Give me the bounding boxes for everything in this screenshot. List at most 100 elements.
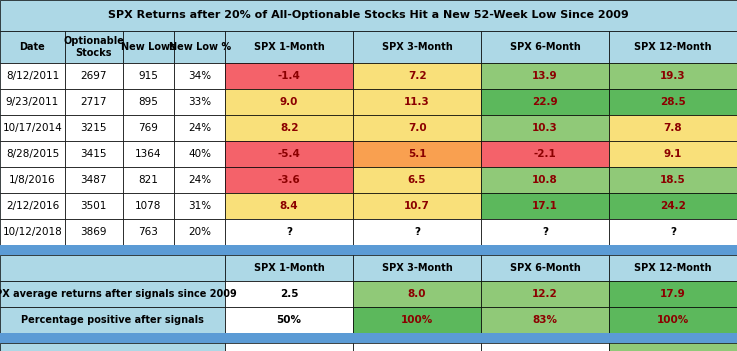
Bar	[174, 89, 226, 115]
Bar	[609, 167, 737, 193]
Text: SPX 6-Month: SPX 6-Month	[510, 42, 581, 52]
Bar	[226, 115, 353, 141]
Bar	[353, 219, 481, 245]
Bar	[226, 89, 353, 115]
Bar	[0, 281, 226, 307]
Text: ?: ?	[670, 227, 676, 237]
Text: 1364: 1364	[135, 149, 161, 159]
Bar	[65, 219, 123, 245]
Bar	[226, 31, 353, 63]
Bar	[0, 333, 737, 343]
Bar	[226, 193, 353, 219]
Bar	[226, 307, 353, 333]
Bar	[481, 115, 609, 141]
Bar	[0, 219, 65, 245]
Text: 7.8: 7.8	[664, 123, 682, 133]
Text: 33%: 33%	[188, 97, 212, 107]
Bar	[226, 141, 353, 167]
Bar	[353, 281, 481, 307]
Text: 2717: 2717	[80, 97, 107, 107]
Text: SPX 1-Month: SPX 1-Month	[254, 42, 324, 52]
Text: 769: 769	[139, 123, 158, 133]
Bar	[65, 63, 123, 89]
Text: 821: 821	[139, 175, 158, 185]
Bar	[174, 63, 226, 89]
Bar	[123, 193, 174, 219]
Bar	[0, 31, 65, 63]
Text: 10.7: 10.7	[404, 201, 430, 211]
Bar	[609, 89, 737, 115]
Bar	[65, 115, 123, 141]
Text: 7.2: 7.2	[408, 71, 427, 81]
Text: 3415: 3415	[80, 149, 107, 159]
Bar	[481, 281, 609, 307]
Text: 8/12/2011: 8/12/2011	[6, 71, 59, 81]
Text: 3869: 3869	[80, 227, 107, 237]
Text: 31%: 31%	[188, 201, 212, 211]
Bar	[65, 141, 123, 167]
Bar	[609, 193, 737, 219]
Text: 13.9: 13.9	[532, 71, 558, 81]
Text: SPX 1-Month: SPX 1-Month	[254, 263, 324, 273]
Bar	[609, 115, 737, 141]
Bar	[174, 193, 226, 219]
Text: 8.2: 8.2	[280, 123, 298, 133]
Text: 20%: 20%	[188, 227, 211, 237]
Text: 9/23/2011: 9/23/2011	[6, 97, 59, 107]
Text: -2.1: -2.1	[534, 149, 556, 159]
Text: 24.2: 24.2	[660, 201, 686, 211]
Bar	[0, 245, 737, 255]
Text: SPX 12-Month: SPX 12-Month	[635, 263, 712, 273]
Bar	[123, 141, 174, 167]
Bar	[353, 343, 481, 351]
Text: 1/8/2016: 1/8/2016	[9, 175, 56, 185]
Text: 6.5: 6.5	[408, 175, 427, 185]
Bar	[481, 89, 609, 115]
Text: New Low %: New Low %	[169, 42, 231, 52]
Bar	[353, 255, 481, 281]
Bar	[65, 31, 123, 63]
Text: 9.1: 9.1	[664, 149, 682, 159]
Text: 8.0: 8.0	[408, 289, 427, 299]
Bar	[123, 167, 174, 193]
Text: 915: 915	[139, 71, 158, 81]
Text: New Lows: New Lows	[121, 42, 176, 52]
Bar	[609, 255, 737, 281]
Text: ?: ?	[286, 227, 292, 237]
Text: 50%: 50%	[276, 315, 301, 325]
Text: SPX Returns after 20% of All-Optionable Stocks Hit a New 52-Week Low Since 2009: SPX Returns after 20% of All-Optionable …	[108, 11, 629, 20]
Bar	[353, 193, 481, 219]
Text: 83%: 83%	[533, 315, 558, 325]
Bar	[481, 307, 609, 333]
Bar	[0, 167, 65, 193]
Bar	[226, 219, 353, 245]
Bar	[353, 31, 481, 63]
Text: 3215: 3215	[80, 123, 107, 133]
Text: -1.4: -1.4	[278, 71, 301, 81]
Bar	[65, 89, 123, 115]
Text: 1078: 1078	[135, 201, 161, 211]
Bar	[226, 281, 353, 307]
Bar	[0, 63, 65, 89]
Bar	[481, 219, 609, 245]
Bar	[609, 63, 737, 89]
Text: SPX 12-Month: SPX 12-Month	[635, 42, 712, 52]
Text: 24%: 24%	[188, 175, 212, 185]
Text: 40%: 40%	[188, 149, 211, 159]
Text: 5.1: 5.1	[408, 149, 427, 159]
Text: 3501: 3501	[80, 201, 107, 211]
Bar	[0, 343, 226, 351]
Bar	[0, 115, 65, 141]
Text: Optionable
Stocks: Optionable Stocks	[63, 36, 125, 58]
Bar	[353, 167, 481, 193]
Text: -3.6: -3.6	[278, 175, 301, 185]
Bar	[609, 343, 737, 351]
Bar	[123, 89, 174, 115]
Bar	[226, 255, 353, 281]
Bar	[174, 31, 226, 63]
Text: 8.4: 8.4	[280, 201, 298, 211]
Bar	[123, 219, 174, 245]
Text: SPX average returns after signals since 2009: SPX average returns after signals since …	[0, 289, 237, 299]
Text: ?: ?	[414, 227, 420, 237]
Text: 10.8: 10.8	[532, 175, 558, 185]
